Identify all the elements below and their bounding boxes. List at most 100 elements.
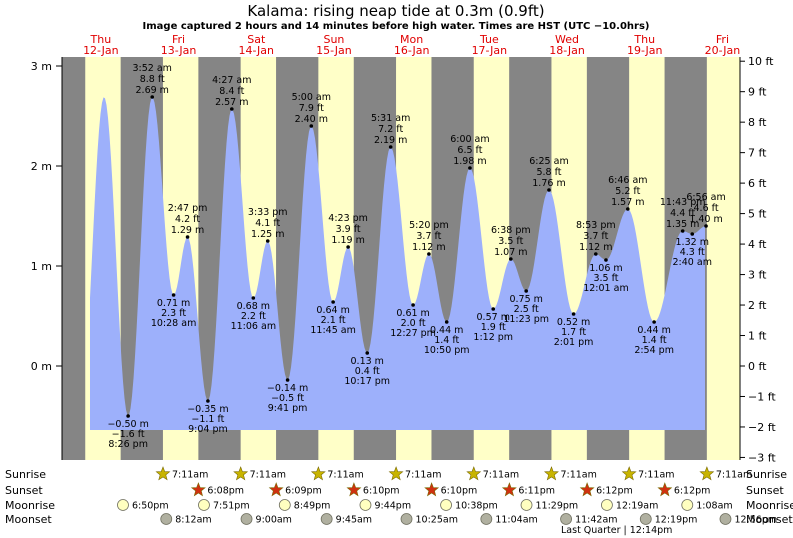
sunset-time: 6:12pm: [596, 486, 633, 497]
moonset-time: 11:04am: [495, 515, 537, 526]
day-date: 16-Jan: [394, 44, 430, 57]
tide-time: 12:01 am: [583, 283, 628, 294]
tide-point: [524, 289, 528, 293]
tide-height-ft: 2.1 ft: [321, 315, 346, 326]
moonset-icon: [400, 513, 413, 525]
right-tick-label: 5 ft: [748, 208, 767, 221]
tide-time: 3:33 pm: [248, 207, 288, 218]
moonrise-icon: [117, 499, 129, 511]
right-tick-label: 7 ft: [748, 147, 767, 160]
moonrise-time: 7:51pm: [213, 501, 250, 512]
right-tick-label: 1 ft: [748, 330, 767, 343]
tide-time: 11:06 am: [231, 321, 276, 332]
sunset-label-left: Sunset: [5, 484, 43, 497]
tide-height-ft: 2.0 ft: [401, 318, 426, 329]
tide-time: 10:17 pm: [344, 376, 390, 387]
tide-height-ft: −1.6 ft: [112, 429, 145, 440]
day-name: Tue: [479, 33, 499, 46]
sunrise-icon: [621, 466, 637, 481]
day-name: Mon: [400, 33, 423, 46]
tide-point: [285, 378, 290, 382]
day-name: Fri: [716, 33, 729, 46]
tide-point: [468, 166, 472, 170]
sunset-label-right: Sunset: [746, 484, 784, 497]
tide-point: [680, 229, 685, 233]
right-tick-label: −1 ft: [748, 390, 776, 403]
tide-time: 12:27 pm: [390, 328, 436, 339]
tide-height-m: 0.44 m: [637, 325, 670, 336]
day-date: 14-Jan: [238, 44, 274, 57]
moon-phase: Last Quarter | 12:14pm: [561, 525, 672, 536]
left-tick-label: 1 m: [31, 260, 52, 273]
moonset-icon: [639, 513, 652, 525]
sunset-time: 6:09pm: [285, 486, 322, 497]
tide-height-ft: 4.4 ft: [670, 208, 695, 219]
tide-height-m: 1.76 m: [532, 178, 565, 189]
tide-height-m: 0.57 m: [477, 312, 510, 323]
tide-height-m: 1.40 m: [689, 214, 722, 225]
moonset-time: 11:42am: [575, 515, 617, 526]
sunrise-icon: [466, 466, 482, 481]
day-name: Fri: [172, 33, 185, 46]
sunset-icon: [346, 482, 362, 497]
tide-height-m: 1.57 m: [611, 197, 644, 208]
sunrise-time: 7:11am: [483, 470, 519, 481]
day-name: Sun: [323, 33, 344, 46]
tide-time: 5:00 am: [292, 92, 331, 103]
sunrise-icon: [155, 466, 171, 481]
daylight-band: [706, 57, 740, 460]
tide-height-ft: 3.9 ft: [336, 224, 361, 235]
right-tick-label: 6 ft: [748, 177, 767, 190]
tide-time: 6:46 am: [608, 175, 647, 186]
tide-time: 9:41 pm: [268, 403, 308, 414]
tide-time: 6:38 pm: [491, 225, 531, 236]
tide-height-ft: 3.7 ft: [416, 231, 441, 242]
tide-height-m: 1.07 m: [494, 247, 527, 258]
tide-height-m: 2.69 m: [136, 85, 169, 96]
tide-height-m: 0.68 m: [237, 301, 270, 312]
moonset-time: 8:12am: [175, 515, 211, 526]
tide-height-m: 1.98 m: [453, 156, 486, 167]
moonrise-icon: [601, 499, 613, 511]
moonrise-time: 10:38pm: [455, 501, 498, 512]
tide-height-ft: 3.5 ft: [498, 236, 523, 247]
moonrise-icon: [198, 499, 210, 511]
tide-height-m: 1.12 m: [412, 242, 445, 253]
sunset-icon: [579, 482, 595, 497]
moonrise-time: 12:19am: [616, 501, 658, 512]
day-name: Thu: [633, 33, 655, 46]
tide-point: [185, 235, 190, 239]
sunset-icon: [501, 482, 517, 497]
tide-point: [491, 307, 496, 311]
tide-height-ft: 2.3 ft: [161, 308, 186, 319]
moonset-time: 10:25am: [416, 515, 458, 526]
left-tick-label: 0 m: [31, 360, 52, 373]
tide-height-m: 0.61 m: [396, 308, 429, 319]
sunset-time: 6:10pm: [363, 486, 400, 497]
right-tick-label: −2 ft: [748, 421, 776, 434]
tide-time: 11:43 pm: [660, 197, 706, 208]
tide-time: 2:01 pm: [554, 337, 594, 348]
moonset-time: 12:56pm: [734, 515, 777, 526]
tide-time: 5:31 am: [371, 113, 410, 124]
day-date: 13-Jan: [161, 44, 197, 57]
moonset-time: 12:19pm: [655, 515, 698, 526]
tide-height-ft: 0.4 ft: [355, 366, 380, 377]
moonrise-label-left: Moonrise: [5, 499, 55, 512]
tide-height-m: 2.40 m: [295, 114, 328, 125]
tide-height-m: 2.57 m: [215, 97, 248, 108]
tide-point: [346, 245, 350, 249]
tide-height-ft: 1.4 ft: [434, 335, 459, 346]
tide-height-ft: 5.8 ft: [536, 167, 561, 178]
moonset-time: 9:00am: [256, 515, 292, 526]
tide-time: 2:54 pm: [634, 345, 674, 356]
tide-time: 1:12 pm: [473, 332, 513, 343]
moonset-icon: [560, 513, 572, 525]
sunset-icon: [657, 482, 673, 497]
moonset-icon: [160, 513, 173, 525]
moonrise-time: 8:49pm: [294, 501, 331, 512]
moonrise-label-right: Moonrise: [746, 499, 793, 512]
tide-height-m: 0.71 m: [157, 298, 190, 309]
tide-time: 9:04 pm: [188, 424, 228, 435]
